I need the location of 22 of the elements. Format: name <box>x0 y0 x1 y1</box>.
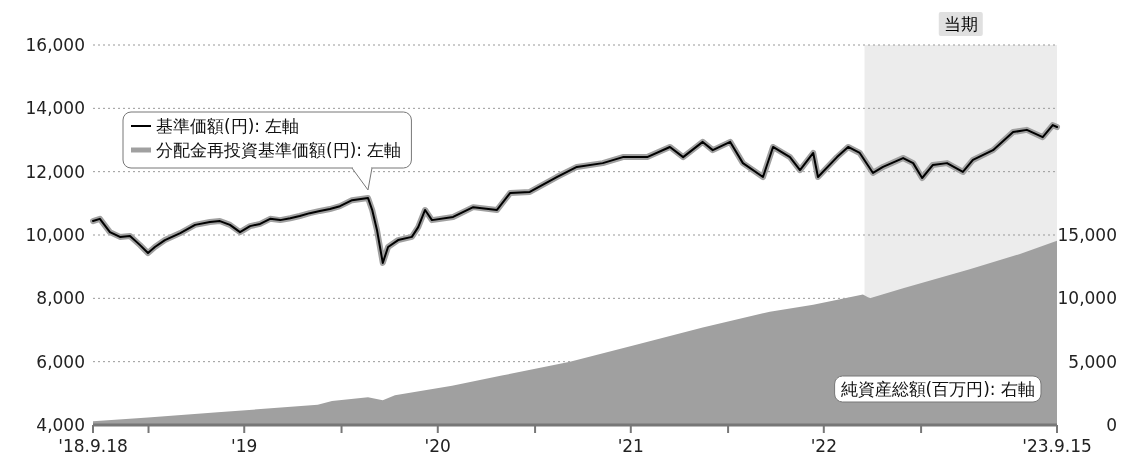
x-tick-label: '23.9.15 <box>1022 436 1092 456</box>
y-tick-label: 8,000 <box>36 288 85 309</box>
y-tick-label: 16,000 <box>25 35 85 55</box>
y2-tick-label: 5,000 <box>1068 351 1117 372</box>
x-tick-label: '21 <box>617 436 644 456</box>
y2-tick-label: 0 <box>1106 415 1117 435</box>
y-tick-label: 6,000 <box>36 351 85 372</box>
y-tick-label: 14,000 <box>25 98 85 119</box>
x-tick-label: '20 <box>424 436 451 456</box>
legend-label: 基準価額(円): 左軸 <box>156 116 300 136</box>
x-tick-label: '22 <box>810 436 837 456</box>
x-tick-label: '19 <box>231 436 258 456</box>
y-tick-label: 4,000 <box>36 415 85 435</box>
y-tick-label: 10,000 <box>25 225 85 245</box>
y2-tick-label: 10,000 <box>1057 288 1117 309</box>
legend: 純資産総額(百万円): 右軸 <box>834 375 1042 403</box>
band-label: 当期 <box>943 14 978 34</box>
series-label: 純資産総額(百万円): 右軸 <box>840 379 1035 399</box>
y2-tick-label: 15,000 <box>1057 225 1117 245</box>
y-tick-label: 12,000 <box>25 161 85 182</box>
x-tick-label: '18.9.18 <box>58 436 128 456</box>
legend-label: 分配金再投資基準価額(円): 左軸 <box>156 140 402 160</box>
